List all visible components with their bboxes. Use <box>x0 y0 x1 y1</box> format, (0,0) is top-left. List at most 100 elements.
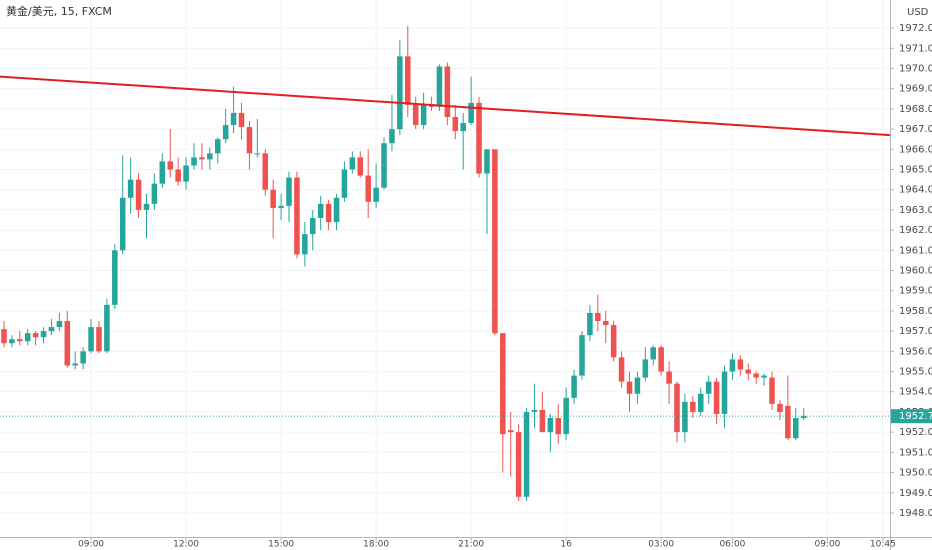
candle-body <box>183 165 189 182</box>
y-tick-label: 1972.00 <box>899 23 932 34</box>
candle-body <box>405 56 411 105</box>
candle-body <box>531 409 538 412</box>
y-tick-label: 1957.00 <box>899 326 932 337</box>
x-tick-label: 09:00 <box>78 540 104 550</box>
y-tick-label: 1967.00 <box>899 124 932 135</box>
x-tick-label: 06:00 <box>719 540 745 550</box>
y-tick-label: 1951.00 <box>899 447 932 458</box>
candle-body <box>333 197 340 223</box>
candle-body <box>800 415 807 419</box>
y-tick-label: 1970.00 <box>899 63 932 74</box>
candle-body <box>634 377 641 394</box>
candle-body <box>618 357 625 382</box>
candle-body <box>191 157 197 166</box>
candle-body <box>697 393 704 412</box>
candle-body <box>127 179 134 198</box>
candle-body <box>650 347 657 360</box>
candle-body <box>729 359 736 372</box>
candle-body <box>119 197 126 251</box>
candle-body <box>80 351 86 364</box>
x-tick-label: 09:00 <box>814 540 840 550</box>
candle-body <box>104 304 110 352</box>
candle-body <box>207 153 213 160</box>
candle-body <box>24 333 31 342</box>
y-tick-label: 1971.00 <box>899 43 932 54</box>
candle-body <box>64 321 71 366</box>
y-tick-label: 1966.00 <box>899 144 932 155</box>
candle-body <box>365 175 371 202</box>
candle-body <box>397 56 403 130</box>
candle-body <box>230 112 237 126</box>
candle-body <box>761 375 767 378</box>
y-tick-label: 1955.00 <box>899 367 932 378</box>
candle-body <box>88 327 94 352</box>
candle-body <box>56 321 63 328</box>
candle-body <box>674 383 680 433</box>
candle-body <box>737 359 744 370</box>
candle-body <box>254 153 261 155</box>
candle-body <box>523 411 530 497</box>
x-tick-label: 10:45 <box>870 540 896 550</box>
candle-body <box>476 102 482 174</box>
y-tick-label: 1950.00 <box>899 468 932 479</box>
y-tick-label: 1956.00 <box>899 346 932 357</box>
y-tick-label: 1960.00 <box>899 266 932 277</box>
candle-body <box>658 347 664 372</box>
y-tick-label: 1948.00 <box>899 508 932 519</box>
candle-body <box>412 104 419 126</box>
candle-body <box>563 397 569 435</box>
candle-body <box>17 339 23 342</box>
candle-body <box>682 401 688 433</box>
candle-body <box>468 102 474 124</box>
candle-body <box>626 381 633 394</box>
candle-body <box>587 312 593 336</box>
candle-body <box>745 369 752 374</box>
candle-body <box>436 66 443 107</box>
candle-body <box>9 339 15 344</box>
candle-body <box>199 157 205 160</box>
candle-body <box>579 335 585 376</box>
candle-body <box>539 409 546 433</box>
candle-body <box>357 157 364 176</box>
candle-body <box>484 149 490 174</box>
candle-body <box>721 371 728 414</box>
y-tick-label: 1963.00 <box>899 205 932 216</box>
candle-body <box>547 418 554 433</box>
candle-body <box>642 359 649 378</box>
currency-label: USD <box>907 7 929 18</box>
candle-body <box>341 169 348 198</box>
x-tick-label: 21:00 <box>458 540 484 550</box>
candle-body <box>246 127 253 154</box>
candle-body <box>460 123 466 132</box>
candle-body <box>349 157 356 170</box>
candle-body <box>785 405 791 439</box>
candle-body <box>777 403 783 412</box>
candle-body <box>96 327 102 352</box>
candle-body <box>713 381 720 414</box>
chart-title: 黄金/美元, 15, FXCM <box>6 4 112 18</box>
x-tick-label: 15:00 <box>268 540 294 550</box>
candle-body <box>167 161 174 170</box>
candle-body <box>72 363 78 366</box>
y-tick-label: 1968.00 <box>899 104 932 115</box>
x-tick-label: 03:00 <box>648 540 674 550</box>
candle-body <box>666 371 672 384</box>
candle-body <box>793 418 799 439</box>
candle-body <box>143 203 150 210</box>
candle-body <box>769 377 775 404</box>
y-tick-label: 1961.00 <box>899 245 932 256</box>
y-tick-label: 1949.00 <box>899 488 932 499</box>
candle-body <box>507 430 514 433</box>
y-tick-label: 1969.00 <box>899 84 932 95</box>
y-tick-label: 1964.00 <box>899 185 932 196</box>
candle-body <box>270 189 276 208</box>
candle-body <box>214 139 221 154</box>
candle-body <box>286 177 292 206</box>
x-tick-label: 16 <box>560 540 572 550</box>
candle-body <box>373 187 379 202</box>
candle-body <box>262 153 269 190</box>
x-tick-label: 12:00 <box>173 540 199 550</box>
current-price-badge <box>891 409 932 424</box>
